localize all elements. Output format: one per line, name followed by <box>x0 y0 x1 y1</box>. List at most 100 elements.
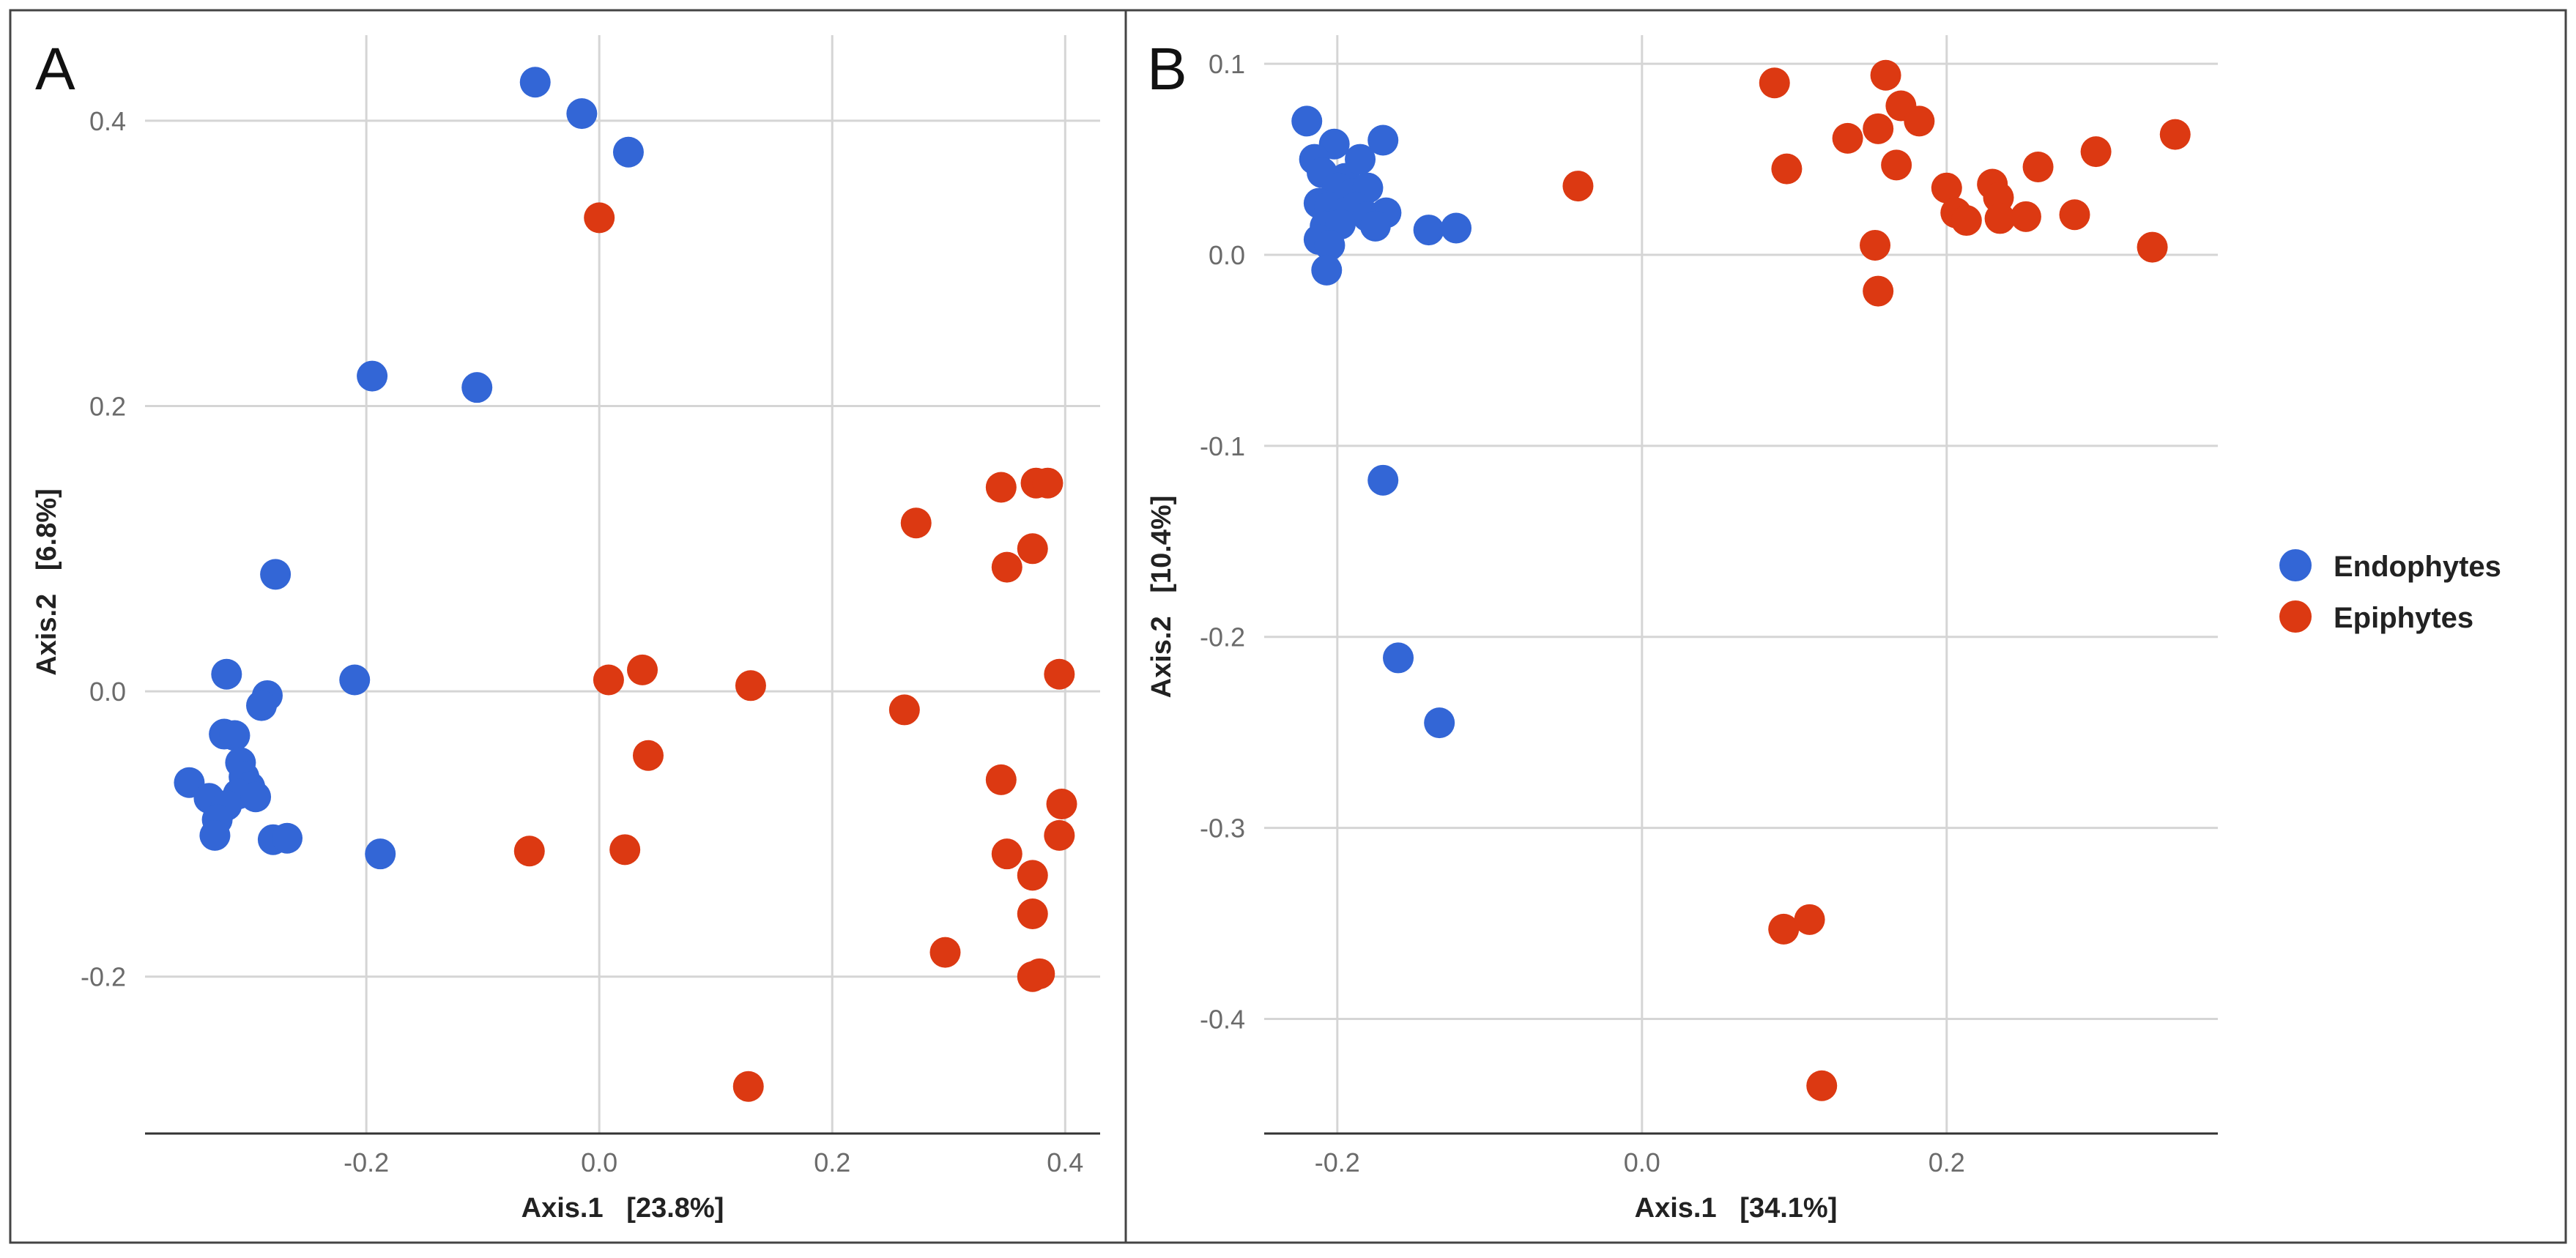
panel-b-point-endophytes <box>1359 210 1391 242</box>
panel-a-point-epiphytes <box>632 740 664 771</box>
panel-b-y-tick-label: -0.3 <box>1200 814 1245 844</box>
panel-a-x-tick-label: 0.0 <box>581 1147 617 1177</box>
panel-a-points <box>174 67 1077 1102</box>
panel-b-point-epiphytes <box>1759 67 1790 99</box>
panel-b-label: B <box>1147 36 1187 103</box>
panel-b-point-endophytes <box>1311 254 1343 286</box>
panel-b-ticks: -0.2 0.0 0.2 -0.4 -0.3 -0.2 -0.1 0.0 0.1 <box>1200 49 1965 1177</box>
panel-b: -0.2 0.0 0.2 -0.4 -0.3 -0.2 -0.1 0.0 0.1 B Axis.… <box>1146 35 2218 1224</box>
panel-b-point-epiphytes <box>1950 205 1982 237</box>
panel-b-x-tick-label: -0.2 <box>1315 1147 1360 1177</box>
panel-b-point-endophytes <box>1413 215 1444 246</box>
panel-a-point-epiphytes <box>1044 819 1075 851</box>
panel-b-y-tick-label: -0.4 <box>1200 1004 1245 1034</box>
panel-a-point-epiphytes <box>735 670 766 701</box>
panel-a-point-endophytes <box>260 559 292 590</box>
panel-b-point-epiphytes <box>2080 136 2112 168</box>
panel-a-point-epiphytes <box>1017 961 1048 992</box>
legend-label-endophytes: Endophytes <box>2334 551 2501 583</box>
panel-b-point-epiphytes <box>1863 275 1894 307</box>
panel-b-y-tick-label: 0.1 <box>1209 49 1245 79</box>
panel-a-y-axis-label: Axis.2 [6.8%] <box>31 488 62 676</box>
panel-b-y-tick-label: -0.1 <box>1200 431 1245 461</box>
panel-b-point-epiphytes <box>1832 122 1863 154</box>
panel-a-x-tick-label: 0.4 <box>1047 1147 1083 1177</box>
legend-swatch-endophytes <box>2279 549 2312 581</box>
panel-a-point-endophytes <box>566 98 598 130</box>
panel-b-point-epiphytes <box>1771 153 1803 185</box>
panel-a-point-epiphytes <box>1017 533 1048 565</box>
panel-b-point-epiphytes <box>1870 59 1901 91</box>
panel-b-point-epiphytes <box>1794 904 1825 935</box>
panel-a-point-epiphytes <box>627 654 658 685</box>
panel-a-point-epiphytes <box>732 1071 764 1102</box>
panel-a-point-endophytes <box>461 372 493 403</box>
panel-b-point-epiphytes <box>2137 231 2168 263</box>
panel-a-point-epiphytes <box>584 202 615 234</box>
panel-a-point-epiphytes <box>900 507 932 539</box>
panel-b-x-tick-label: 0.0 <box>1624 1147 1660 1177</box>
panel-a-point-endophytes <box>240 781 272 813</box>
panel-b-point-endophytes <box>1367 124 1399 156</box>
panel-b-x-tick-label: 0.2 <box>1929 1147 1965 1177</box>
panel-a-point-epiphytes <box>888 694 920 726</box>
panel-a-point-epiphytes <box>985 472 1017 503</box>
panel-a-ticks: -0.2 0.0 0.2 0.4 -0.2 0.0 0.2 0.4 <box>81 106 1083 1177</box>
panel-b-points <box>1291 59 2191 1101</box>
panel-a-point-epiphytes <box>1032 467 1064 499</box>
panel-a-point-endophytes <box>211 658 242 690</box>
panel-a-point-endophytes <box>246 690 278 721</box>
panel-a-point-endophytes <box>219 720 250 751</box>
panel-a-point-epiphytes <box>991 551 1022 583</box>
panel-a-point-epiphytes <box>609 834 641 866</box>
panel-b-y-tick-label: 0.0 <box>1209 240 1245 270</box>
panel-a-y-tick-label: 0.4 <box>89 106 126 136</box>
panel-b-point-endophytes <box>1314 229 1345 261</box>
panel-b-point-epiphytes <box>1881 149 1912 181</box>
panel-b-point-epiphytes <box>2059 199 2090 231</box>
panel-a-point-endophytes <box>199 819 231 851</box>
panel-a-y-tick-label: -0.2 <box>81 962 126 992</box>
legend-label-epiphytes: Epiphytes <box>2334 602 2473 634</box>
panel-a-y-tick-label: 0.0 <box>89 677 126 707</box>
panel-b-point-epiphytes <box>1863 113 1894 144</box>
panel-a-point-epiphytes <box>1017 898 1048 929</box>
panel-a-point-endophytes <box>365 838 396 870</box>
panel-b-point-epiphytes <box>1904 105 1935 137</box>
panel-a-point-endophytes <box>339 664 371 696</box>
panel-a-point-epiphytes <box>985 764 1017 795</box>
panel-a-point-epiphytes <box>593 664 624 696</box>
panel-b-point-endophytes <box>1291 105 1323 137</box>
panel-b-point-epiphytes <box>1860 229 1891 261</box>
panel-a-x-axis-label: Axis.1 [23.8%] <box>521 1193 724 1224</box>
panel-a: -0.2 0.0 0.2 0.4 -0.2 0.0 0.2 0.4 A Axis.1 [23.… <box>31 35 1100 1224</box>
panel-a-y-tick-label: 0.2 <box>89 391 126 421</box>
panel-b-x-axis-label: Axis.1 [34.1%] <box>1635 1193 1838 1224</box>
panel-a-point-epiphytes <box>513 835 545 867</box>
panel-b-point-endophytes <box>1383 642 1414 674</box>
panel-b-y-tick-label: -0.2 <box>1200 622 1245 652</box>
panel-b-point-epiphytes <box>2159 119 2191 150</box>
panel-a-point-epiphytes <box>991 838 1022 870</box>
legend: Endophytes Epiphytes <box>2279 549 2501 634</box>
panel-b-point-endophytes <box>1441 212 1472 244</box>
panel-a-point-epiphytes <box>1044 658 1075 690</box>
panel-b-point-epiphytes <box>1806 1070 1838 1101</box>
panel-a-x-tick-label: -0.2 <box>344 1147 389 1177</box>
panel-a-point-epiphytes <box>1046 789 1077 819</box>
panel-b-point-epiphytes <box>2010 201 2041 232</box>
panel-b-point-epiphytes <box>1768 913 1800 945</box>
panel-a-point-endophytes <box>612 136 644 168</box>
panel-a-point-endophytes <box>357 360 388 392</box>
panel-b-point-endophytes <box>1345 144 1376 175</box>
panel-a-point-epiphytes <box>929 937 961 968</box>
panel-b-point-endophytes <box>1424 707 1455 739</box>
panel-b-y-axis-label: Axis.2 [10.4%] <box>1146 496 1177 699</box>
panel-frame <box>9 9 2567 1244</box>
legend-swatch-epiphytes <box>2279 600 2312 633</box>
panel-b-point-epiphytes <box>2022 152 2054 182</box>
panel-b-point-epiphytes <box>1984 203 2016 234</box>
panel-b-point-epiphytes <box>1562 171 1594 202</box>
